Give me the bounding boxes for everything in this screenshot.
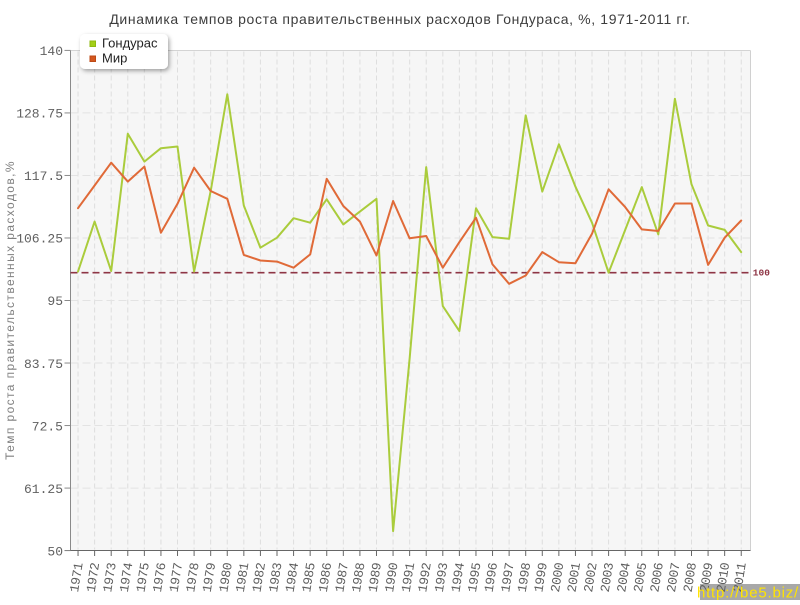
svg-text:2004: 2004	[614, 561, 634, 593]
svg-text:Динамика темпов роста правител: Динамика темпов роста правительственных …	[109, 11, 690, 27]
svg-text:1990: 1990	[382, 562, 401, 594]
svg-text:1991: 1991	[399, 561, 419, 593]
svg-text:50: 50	[47, 544, 63, 559]
svg-text:1994: 1994	[448, 561, 468, 593]
svg-text:2005: 2005	[631, 562, 650, 594]
svg-text:1988: 1988	[349, 562, 368, 594]
svg-text:1977: 1977	[167, 562, 186, 594]
svg-text:1987: 1987	[332, 562, 351, 594]
svg-text:2003: 2003	[598, 562, 617, 594]
svg-text:1997: 1997	[498, 562, 517, 594]
svg-text:2002: 2002	[581, 562, 600, 594]
svg-text:2001: 2001	[565, 561, 585, 593]
svg-text:1989: 1989	[366, 562, 385, 594]
svg-text:2000: 2000	[548, 562, 567, 594]
svg-text:1982: 1982	[250, 562, 269, 594]
svg-text:72.5: 72.5	[32, 419, 63, 434]
svg-text:2007: 2007	[664, 562, 683, 594]
svg-text:2009: 2009	[697, 562, 716, 594]
svg-text:1986: 1986	[316, 562, 335, 594]
svg-text:140: 140	[40, 44, 63, 59]
svg-text:128.75: 128.75	[16, 107, 63, 122]
svg-text:1974: 1974	[117, 561, 137, 593]
svg-text:2006: 2006	[647, 562, 666, 594]
svg-text:1980: 1980	[216, 562, 235, 594]
svg-text:1971: 1971	[67, 561, 87, 593]
svg-text:61.25: 61.25	[24, 482, 63, 497]
svg-text:1972: 1972	[84, 562, 103, 594]
svg-text:1979: 1979	[200, 562, 219, 594]
svg-text:1983: 1983	[266, 562, 285, 594]
svg-text:http://be5.biz/: http://be5.biz/	[697, 585, 799, 601]
svg-text:1985: 1985	[299, 562, 318, 594]
svg-text:2008: 2008	[681, 562, 700, 594]
svg-text:2010: 2010	[714, 562, 733, 594]
svg-text:1999: 1999	[531, 562, 550, 594]
svg-text:1998: 1998	[515, 562, 534, 594]
svg-text:Мир: Мир	[102, 51, 127, 66]
svg-text:Темп роста правительственных р: Темп роста правительственных расходов,%	[3, 160, 17, 460]
svg-text:83.75: 83.75	[24, 357, 63, 372]
svg-text:100: 100	[753, 268, 770, 279]
svg-text:1973: 1973	[100, 562, 119, 594]
svg-text:1996: 1996	[482, 562, 501, 594]
svg-text:Гондурас: Гондурас	[102, 36, 158, 51]
svg-text:1976: 1976	[150, 562, 169, 594]
svg-text:1981: 1981	[233, 561, 253, 593]
svg-text:1995: 1995	[465, 562, 484, 594]
svg-text:1993: 1993	[432, 562, 451, 594]
svg-text:117.5: 117.5	[24, 169, 63, 184]
svg-text:1992: 1992	[415, 562, 434, 594]
svg-text:1975: 1975	[133, 562, 152, 594]
svg-text:95: 95	[47, 294, 63, 309]
svg-text:1984: 1984	[283, 561, 303, 593]
svg-text:106.25: 106.25	[16, 232, 63, 247]
svg-text:2011: 2011	[730, 561, 750, 593]
svg-text:1978: 1978	[183, 562, 202, 594]
